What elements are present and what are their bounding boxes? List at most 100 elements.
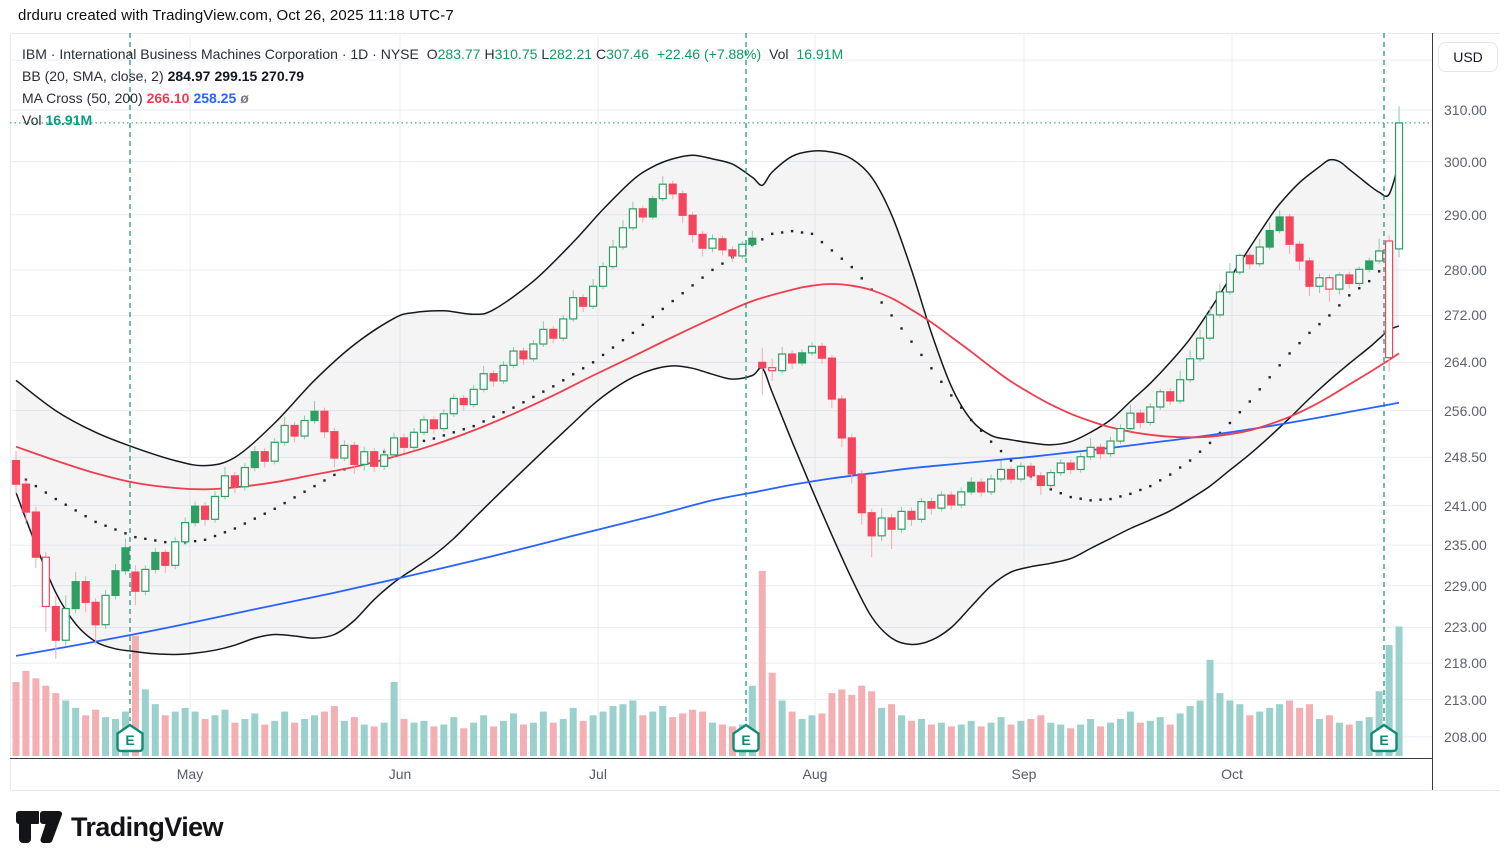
time-axis-line <box>10 758 1432 759</box>
time-axis[interactable]: May Jun Jul Aug Sep Oct <box>10 759 1432 790</box>
candle-body <box>867 512 876 537</box>
bollinger-basis-dot <box>681 292 684 295</box>
pane-left-border <box>10 33 11 790</box>
bollinger-basis-dot <box>1188 459 1192 462</box>
price-axis-label: 310.00 <box>1444 102 1487 118</box>
candle-body <box>131 571 140 592</box>
bollinger-basis-dot <box>1228 421 1232 425</box>
volume-bar <box>957 724 965 756</box>
candle-body <box>340 444 349 459</box>
volume-bar <box>1315 719 1323 756</box>
bollinger-basis-dot <box>850 265 853 269</box>
bollinger-basis-dot <box>64 503 67 506</box>
bollinger-basis-dot <box>164 540 167 544</box>
volume-bar <box>689 709 697 756</box>
volume-bar <box>569 707 577 756</box>
bollinger-basis-dot <box>761 238 764 241</box>
candle-body <box>957 491 966 506</box>
volume-bar <box>161 715 169 756</box>
bollinger-basis-dot <box>771 232 774 236</box>
bollinger-basis-dot <box>492 415 495 419</box>
price-axis[interactable]: 310.00 300.00 290.00 280.00 272.00 264.00 256.… <box>1433 33 1510 758</box>
candle-body <box>738 243 747 257</box>
candle-body <box>250 451 259 469</box>
volume-bar <box>858 685 866 756</box>
candle-body <box>1056 462 1065 474</box>
volume-bar <box>908 720 915 756</box>
candle-body <box>678 193 687 216</box>
volume-bar <box>1335 722 1343 756</box>
candle-body <box>1345 274 1354 285</box>
candle-body <box>698 233 707 249</box>
candle-body <box>41 556 50 608</box>
volume-bar <box>927 724 935 756</box>
earnings-marker[interactable]: E <box>116 723 144 753</box>
bollinger-basis-dot <box>1358 287 1361 290</box>
vol-label: Vol <box>769 46 789 62</box>
candle-body <box>996 468 1006 480</box>
volume-bar <box>1345 724 1353 756</box>
candle-body <box>171 541 180 566</box>
bollinger-basis-dot <box>552 385 555 388</box>
bollinger-basis-dot <box>1278 364 1281 367</box>
candle-body <box>937 494 946 509</box>
earnings-marker[interactable]: E <box>1370 723 1398 753</box>
candle-body <box>1205 314 1215 339</box>
price-axis-label: 264.00 <box>1444 354 1487 371</box>
tradingview-logo[interactable]: TradingView <box>16 810 224 845</box>
bollinger-basis-dot <box>263 512 266 515</box>
candle-body <box>778 353 787 372</box>
bollinger-basis-dot <box>1238 411 1242 414</box>
candle-body <box>469 388 478 406</box>
bollinger-basis-dot <box>950 394 953 397</box>
indicator-value: 270.79 <box>261 68 305 84</box>
candle-body <box>1355 268 1364 285</box>
volume-bar <box>340 720 348 756</box>
candle-body <box>1086 446 1095 458</box>
candle-body <box>977 481 986 493</box>
candle-body <box>1016 465 1026 480</box>
volume-bar <box>320 711 328 756</box>
volume-bar <box>410 722 418 756</box>
volume-bar <box>848 694 856 756</box>
volume-bar <box>420 720 428 756</box>
volume-bar <box>1365 717 1373 756</box>
volume-bar <box>52 693 60 756</box>
candle-body <box>499 364 508 382</box>
candle-body <box>847 437 856 475</box>
volume-bar <box>480 715 488 756</box>
currency-button[interactable]: USD <box>1438 42 1498 72</box>
candle-body <box>648 198 657 218</box>
volume-bar <box>669 717 677 756</box>
volume-bar <box>42 685 50 756</box>
volume-bar <box>679 713 687 756</box>
earnings-marker[interactable]: E <box>732 723 760 753</box>
volume-bar <box>201 719 209 756</box>
candle-body <box>618 227 628 248</box>
bollinger-basis-dot <box>522 401 525 404</box>
candle-body <box>230 475 239 488</box>
bollinger-basis-dot <box>562 379 565 382</box>
quote-field-label: H <box>484 46 495 62</box>
tradingview-logo-icon <box>16 811 62 843</box>
volume-bar <box>102 717 110 756</box>
candle-body <box>708 238 717 249</box>
volume-bar <box>271 720 279 756</box>
volume-bar <box>12 682 20 756</box>
candle-body <box>380 454 389 467</box>
volume-bar <box>539 711 547 756</box>
bollinger-basis-dot <box>213 534 217 538</box>
price-axis-label: 256.00 <box>1444 402 1487 419</box>
candle-body <box>1146 406 1155 423</box>
bollinger-basis-dot <box>442 434 446 437</box>
volume-bar <box>221 709 229 756</box>
indicator-row: BB (20, SMA, close, 2) 284.97 299.15 270.79 <box>22 66 843 88</box>
volume-bar <box>818 713 826 756</box>
bollinger-basis-dot <box>1139 488 1142 492</box>
candle-body <box>1285 216 1294 245</box>
bollinger-basis-dot <box>233 527 237 530</box>
bollinger-basis-dot <box>293 496 296 499</box>
volume-bar <box>1306 704 1313 756</box>
